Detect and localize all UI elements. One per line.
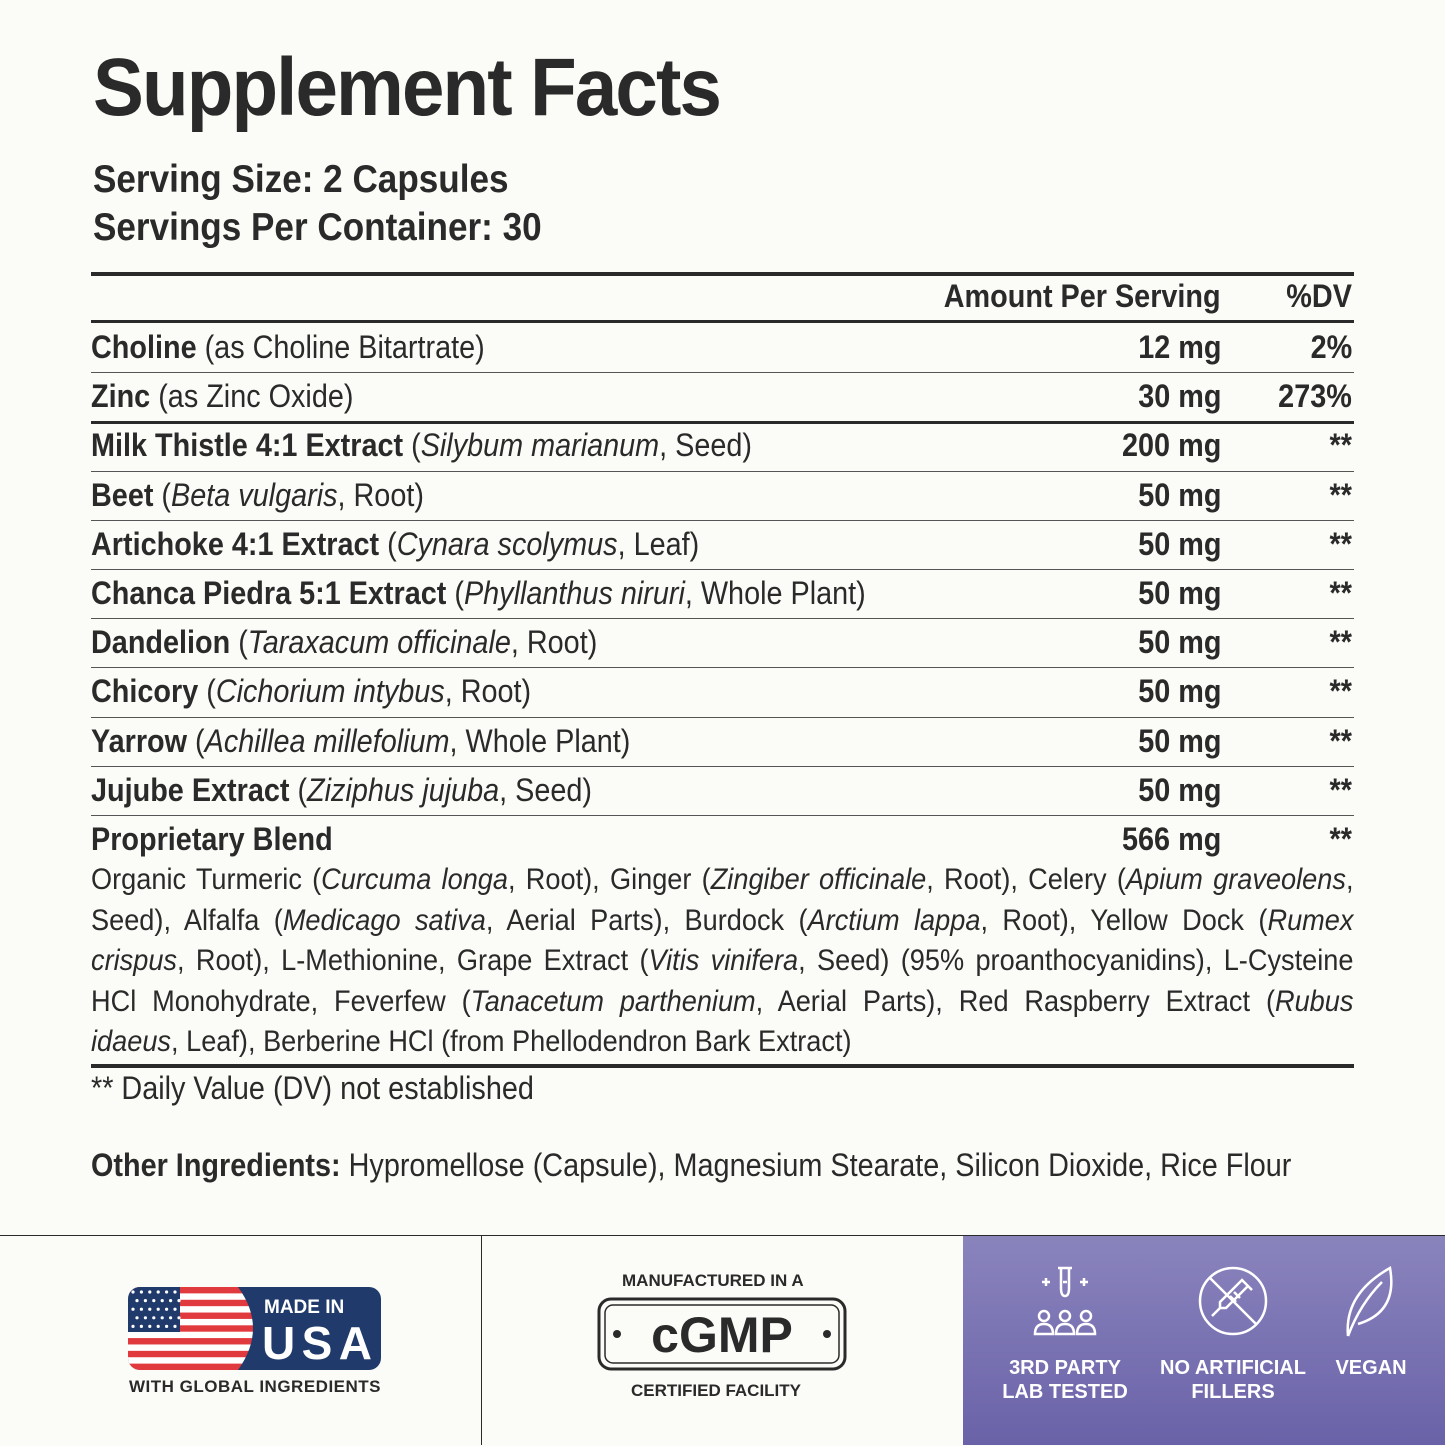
- ingredient-dv: 273%: [1278, 378, 1352, 414]
- ingredient-amount: 50 mg: [1137, 723, 1221, 759]
- cgmp-top-text: MANUFACTURED IN A: [622, 1271, 804, 1290]
- ingredient-dv: **: [1329, 723, 1352, 759]
- table-bottom-rule: [91, 1064, 1354, 1068]
- page-title: Supplement Facts: [93, 42, 722, 133]
- lab-test-icon: [1033, 1266, 1097, 1336]
- ingredient-amount: 12 mg: [1137, 329, 1221, 365]
- ingredient-dv: **: [1329, 526, 1352, 562]
- banner-divider: [481, 1236, 482, 1445]
- row-divider: [91, 618, 1354, 619]
- row-divider: [91, 667, 1354, 668]
- cgmp-main-text: cGMP: [651, 1307, 793, 1363]
- no-fillers-icon: [1198, 1266, 1268, 1336]
- table-row: Zinc (as Zinc Oxide) 30 mg 273%: [91, 372, 1354, 420]
- ingredient-dv: **: [1329, 673, 1352, 709]
- table-row: Yarrow (Achillea millefolium, Whole Plan…: [91, 717, 1354, 765]
- table-row: Dandelion (Taraxacum officinale, Root) 50…: [91, 618, 1354, 666]
- us-flag-icon: [128, 1287, 253, 1370]
- trust-banner: [0, 1235, 1445, 1446]
- ingredient-amount: 30 mg: [1137, 378, 1221, 414]
- lab-tested-label: 3RD PARTY LAB TESTED: [1002, 1357, 1128, 1403]
- no-fillers-label: NO ARTIFICIAL FILLERS: [1160, 1357, 1306, 1403]
- ingredient-name: Chanca Piedra 5:1 Extract (Phyllanthus n…: [91, 575, 866, 611]
- table-header: Amount Per Serving %DV: [91, 276, 1354, 320]
- ingredient-amount: 200 mg: [1121, 427, 1221, 463]
- ingredient-name: Proprietary Blend: [91, 821, 333, 857]
- blend-ingredients: Organic Turmeric (Curcuma longa, Root), …: [91, 863, 1354, 1059]
- ingredient-dv: **: [1329, 477, 1352, 513]
- row-divider: [91, 766, 1354, 767]
- ingredient-name: Choline (as Choline Bitartrate): [91, 329, 485, 365]
- header-rule: [91, 320, 1354, 323]
- ingredient-name: Yarrow (Achillea millefolium, Whole Plan…: [91, 723, 631, 759]
- ingredient-amount: 50 mg: [1137, 575, 1221, 611]
- usa-line2: USA: [262, 1317, 372, 1369]
- ingredient-amount: 50 mg: [1137, 772, 1221, 808]
- table-row: Chicory (Cichorium intybus, Root) 50 mg **: [91, 667, 1354, 715]
- usa-line1: MADE IN: [264, 1297, 344, 1318]
- servings-per-container: Servings Per Container: 30: [93, 206, 542, 249]
- ingredient-dv: **: [1329, 575, 1352, 611]
- ingredient-amount: 566 mg: [1121, 821, 1221, 857]
- row-divider: [91, 569, 1354, 570]
- ingredient-amount: 50 mg: [1137, 526, 1221, 562]
- table-row: Beet (Beta vulgaris, Root) 50 mg **: [91, 471, 1354, 519]
- ingredient-amount: 50 mg: [1137, 673, 1221, 709]
- made-in-usa-badge: MADE IN USA: [128, 1287, 381, 1370]
- ingredient-dv: **: [1329, 821, 1352, 857]
- leaf-icon: [1346, 1266, 1393, 1337]
- header-amount: Amount Per Serving: [944, 278, 1221, 314]
- table-row: Artichoke 4:1 Extract (Cynara scolymus, …: [91, 520, 1354, 568]
- header-dv: %DV: [1286, 278, 1352, 314]
- feature-panel: [963, 1236, 1445, 1445]
- table-row: Chanca Piedra 5:1 Extract (Phyllanthus n…: [91, 569, 1354, 617]
- row-divider: [91, 717, 1354, 718]
- ingredient-name: Chicory (Cichorium intybus, Root): [91, 673, 532, 709]
- ingredient-name: Zinc (as Zinc Oxide): [91, 378, 354, 414]
- table-row: Choline (as Choline Bitartrate) 12 mg 2%: [91, 323, 1354, 371]
- row-divider: [91, 471, 1354, 472]
- cgmp-bottom-text: CERTIFIED FACILITY: [631, 1381, 801, 1400]
- ingredient-dv: **: [1329, 427, 1352, 463]
- row-divider: [91, 421, 1354, 424]
- table-row: Jujube Extract (Ziziphus jujuba, Seed) 50…: [91, 766, 1354, 814]
- row-divider: [91, 815, 1354, 816]
- row-divider: [91, 372, 1354, 373]
- ingredient-dv: 2%: [1310, 329, 1352, 365]
- table-top-rule: [91, 272, 1354, 276]
- other-ingredients: Other Ingredients: Hypromellose (Capsule…: [91, 1147, 1292, 1183]
- vegan-label: VEGAN: [1335, 1357, 1407, 1379]
- serving-size: Serving Size: 2 Capsules: [93, 158, 509, 201]
- ingredient-dv: **: [1329, 624, 1352, 660]
- footnote: ** Daily Value (DV) not established: [91, 1070, 534, 1106]
- usa-caption: WITH GLOBAL INGREDIENTS: [129, 1377, 382, 1396]
- cgmp-badge: cGMP: [597, 1297, 847, 1371]
- row-divider: [91, 520, 1354, 521]
- ingredient-name: Milk Thistle 4:1 Extract (Silybum marian…: [91, 427, 753, 463]
- ingredient-name: Jujube Extract (Ziziphus jujuba, Seed): [91, 772, 593, 808]
- ingredient-name: Beet (Beta vulgaris, Root): [91, 477, 424, 513]
- ingredient-name: Artichoke 4:1 Extract (Cynara scolymus, …: [91, 526, 700, 562]
- table-row: Milk Thistle 4:1 Extract (Silybum marian…: [91, 421, 1354, 469]
- table-row: Proprietary Blend 566 mg **: [91, 815, 1354, 863]
- ingredient-amount: 50 mg: [1137, 624, 1221, 660]
- ingredient-name: Dandelion (Taraxacum officinale, Root): [91, 624, 598, 660]
- ingredient-dv: **: [1329, 772, 1352, 808]
- ingredient-amount: 50 mg: [1137, 477, 1221, 513]
